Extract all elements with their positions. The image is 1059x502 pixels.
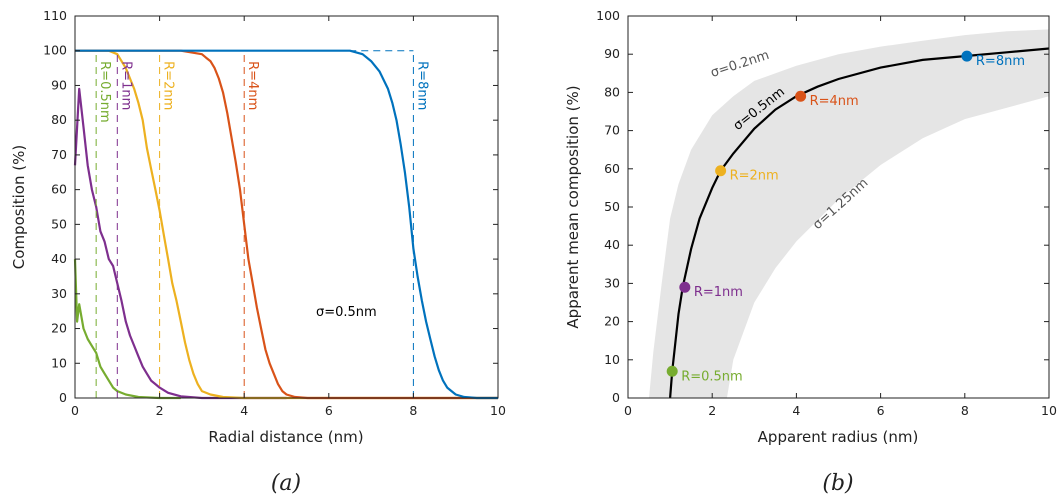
series-label-R=4nm: R=4nm	[245, 61, 260, 110]
y-tick-label: 10	[51, 355, 67, 370]
panel-b-band-upper-label: σ=0.2nm	[709, 48, 771, 81]
panel-b-points: R=0.5nm R=1nm R=2nm R=4nm R=8nm	[666, 50, 1025, 384]
x-tick-label: 10	[1041, 403, 1057, 418]
x-tick-label: 0	[71, 403, 79, 418]
x-tick-label: 8	[961, 403, 969, 418]
panel-b-sigma-band	[649, 29, 1049, 399]
y-tick-label: 10	[604, 352, 620, 367]
panel-b-sigma-curve	[669, 47, 1050, 399]
y-tick-label: 20	[51, 321, 67, 336]
point-label-R=4nm: R=4nm	[810, 94, 859, 109]
x-tick-label: 2	[708, 403, 716, 418]
y-tick-label: 30	[51, 286, 67, 301]
y-tick-label: 0	[612, 390, 620, 405]
series-label-R=8nm: R=8nm	[414, 61, 429, 110]
panel-a-sigma-annotation: σ=0.5nm	[316, 305, 377, 320]
x-tick-label: 4	[240, 403, 248, 418]
x-tick-label: 2	[156, 403, 164, 418]
y-tick-label: 50	[604, 199, 620, 214]
x-tick-label: 10	[490, 403, 506, 418]
point-R=4nm	[795, 90, 807, 102]
point-label-R=8nm: R=8nm	[976, 54, 1025, 69]
y-tick-label: 50	[51, 216, 67, 231]
y-tick-label: 0	[59, 390, 67, 405]
y-tick-label: 40	[604, 237, 620, 252]
y-tick-label: 60	[51, 182, 67, 197]
panel-a-series-labels: R=0.5nm R=1nm R=2nm R=4nm R=8nm	[97, 61, 429, 123]
point-R=2nm	[715, 165, 727, 177]
series-label-R=2nm: R=2nm	[161, 61, 176, 110]
series-line-R=1nm	[73, 87, 287, 400]
y-tick-label: 100	[596, 8, 620, 23]
y-tick-label: 60	[604, 161, 620, 176]
panel-b-ylabel: Apparent mean composition (%)	[564, 85, 582, 328]
y-tick-label: 30	[604, 275, 620, 290]
point-label-R=1nm: R=1nm	[694, 285, 743, 300]
y-tick-label: 100	[43, 43, 67, 58]
panel-a-series	[73, 49, 498, 400]
y-tick-label: 90	[51, 77, 67, 92]
panel-a-axes-box	[74, 15, 499, 399]
panel-a-xlabel: Radial distance (nm)	[208, 428, 363, 446]
point-R=1nm	[679, 281, 691, 293]
point-R=0.5nm	[666, 365, 678, 377]
series-line-R=2nm	[75, 49, 498, 400]
panel-b: σ=0.2nm σ=1.25nm σ=0.5nm R=0.5nmR=1nmR=2…	[564, 8, 1057, 496]
series-line-R=0.5nm	[73, 259, 181, 400]
y-tick-label: 90	[604, 46, 620, 61]
x-tick-label: 4	[792, 403, 800, 418]
point-label-R=2nm: R=2nm	[730, 169, 779, 184]
y-tick-label: 40	[51, 251, 67, 266]
point-R=8nm	[961, 50, 973, 62]
point-label-R=0.5nm: R=0.5nm	[681, 369, 743, 384]
series-label-R=1nm: R=1nm	[118, 61, 133, 110]
series-line-R=4nm	[75, 49, 498, 400]
y-tick-label: 20	[604, 314, 620, 329]
panel-b-xlabel: Apparent radius (nm)	[758, 428, 919, 446]
y-tick-label: 110	[43, 8, 67, 23]
y-tick-label: 80	[604, 84, 620, 99]
panel-b-caption: (b)	[822, 471, 853, 496]
series-line-R=8nm	[75, 49, 498, 400]
y-tick-label: 80	[51, 112, 67, 127]
panel-a-radius-guides	[95, 50, 414, 398]
series-label-R=0.5nm: R=0.5nm	[97, 61, 112, 123]
x-tick-label: 0	[624, 403, 632, 418]
y-tick-label: 70	[604, 123, 620, 138]
x-tick-label: 8	[409, 403, 417, 418]
x-tick-label: 6	[877, 403, 885, 418]
panel-a-caption: (a)	[271, 471, 301, 496]
y-tick-label: 70	[51, 147, 67, 162]
x-tick-label: 6	[325, 403, 333, 418]
panel-a-ylabel: Composition (%)	[10, 145, 28, 269]
